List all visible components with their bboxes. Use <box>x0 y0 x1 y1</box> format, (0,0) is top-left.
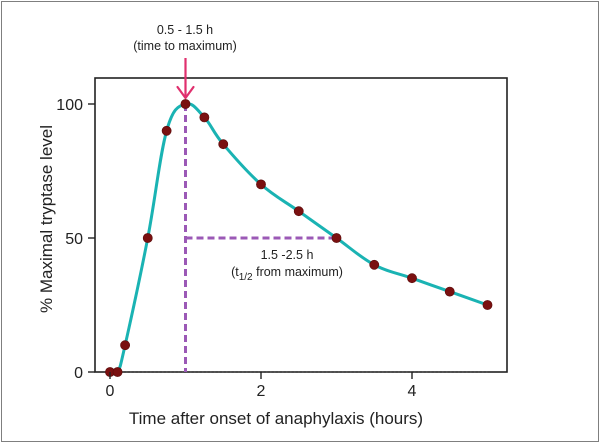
data-points <box>105 99 493 377</box>
data-point-1 <box>112 367 123 377</box>
x-axis-label: Time after onset of anaphylaxis (hours) <box>129 409 423 428</box>
series-line <box>109 102 489 376</box>
y-axis-label: % Maximal tryptase level <box>37 125 56 313</box>
data-point-3 <box>142 233 153 243</box>
halflife-subscript: 1/2 <box>239 272 253 283</box>
halflife-suffix: from maximum) <box>253 265 343 279</box>
plot-border <box>94 77 508 373</box>
data-point-4 <box>161 125 172 136</box>
arrow-head <box>176 85 195 100</box>
x-tick-label-2: 4 <box>408 383 417 400</box>
plot-area <box>94 77 508 373</box>
data-point-2 <box>120 340 130 351</box>
x-tick-label-0: 0 <box>106 383 115 400</box>
halflife-annotation-line1: 1.5 -2.5 h <box>261 248 314 262</box>
peak-annotation-line1: 0.5 - 1.5 h <box>157 23 213 37</box>
y-tick-label-0: 0 <box>74 365 83 382</box>
y-tick-label-1: 50 <box>65 231 83 248</box>
data-point-6 <box>199 112 210 123</box>
y-tick-label-2: 100 <box>56 97 83 114</box>
peak-arrow <box>176 58 195 100</box>
data-point-14 <box>482 300 493 310</box>
peak-annotation-line2: (time to maximum) <box>133 39 236 53</box>
data-point-12 <box>407 273 417 284</box>
data-point-7 <box>218 139 229 150</box>
series-curve <box>109 102 489 376</box>
halflife-prefix: (t <box>231 265 239 279</box>
data-point-5 <box>180 99 191 109</box>
data-point-8 <box>256 179 266 190</box>
reference-lines <box>110 104 488 373</box>
data-point-11 <box>369 259 380 270</box>
data-point-13 <box>444 286 455 297</box>
x-tick-label-1: 2 <box>257 383 266 400</box>
data-point-10 <box>331 233 342 243</box>
halflife-annotation-line2: (t1/2 from maximum) <box>231 265 343 283</box>
data-point-9 <box>293 206 304 217</box>
axis-ticks: 0 2 4 0 50 100 <box>56 97 416 400</box>
